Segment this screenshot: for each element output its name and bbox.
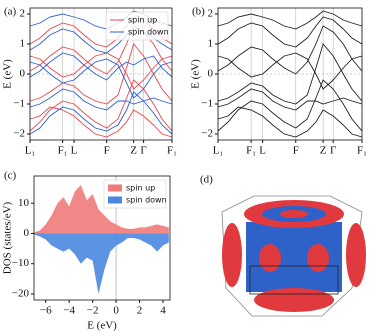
- band: [217, 52, 363, 90]
- y-tick-label: −2: [201, 128, 213, 140]
- legend-swatch: [108, 184, 122, 192]
- panel-label: (b): [192, 6, 205, 18]
- x-tick-label: F₁: [246, 145, 256, 157]
- legend-label: spin up: [126, 184, 155, 193]
- red-pocket: [307, 244, 329, 272]
- y-axis-label: E (eV): [190, 59, 202, 89]
- band: [217, 10, 363, 30]
- red-pocket: [259, 244, 281, 272]
- y-tick-label: 0: [20, 68, 26, 80]
- plot-frame: [33, 175, 171, 301]
- x-tick-label: Γ: [330, 145, 336, 157]
- zone-edge: [249, 265, 339, 295]
- y-axis-label: DOS (states/eV): [2, 201, 14, 274]
- x-tick-label: Z: [130, 145, 137, 157]
- x-tick-label: −4: [63, 305, 75, 317]
- band: [29, 52, 173, 81]
- x-tick-label: F₁: [58, 145, 68, 157]
- y-tick-label: −1: [201, 98, 213, 110]
- x-tick-label: −6: [40, 305, 52, 317]
- x-tick-label: 0: [113, 305, 119, 317]
- legend-box: [105, 11, 169, 41]
- x-tick-label: F: [293, 145, 299, 157]
- y-tick-label: 2: [20, 8, 26, 20]
- x-tick-label: F: [104, 145, 110, 157]
- panel-label: (d): [200, 174, 213, 186]
- x-tick-label: L: [71, 145, 78, 157]
- red-pocket: [346, 223, 366, 287]
- x-tick-label: 2: [137, 305, 143, 317]
- x-tick-label: Z: [320, 145, 327, 157]
- y-axis-label: E (eV): [2, 59, 14, 89]
- x-axis-label: E (eV): [87, 320, 117, 332]
- y-tick-label: −20: [12, 287, 30, 299]
- x-tick-label: 4: [160, 305, 166, 317]
- red-core: [280, 210, 308, 218]
- band: [29, 58, 173, 99]
- y-tick-label: 2: [208, 8, 214, 20]
- x-tick-label: −2: [87, 305, 99, 317]
- x-tick-label: F₁: [357, 145, 367, 157]
- legend-swatch: [108, 196, 122, 204]
- band: [217, 88, 363, 111]
- red-pocket: [222, 223, 242, 287]
- band: [29, 88, 173, 111]
- x-tick-label: L: [259, 145, 266, 157]
- band: [29, 106, 173, 138]
- y-tick-label: 10: [18, 197, 30, 209]
- band: [217, 106, 363, 138]
- dos-area: [34, 185, 169, 234]
- band: [29, 91, 173, 135]
- legend-label: spin down: [128, 28, 169, 37]
- x-tick-label: Γ: [140, 145, 146, 157]
- x-tick-label: L₁: [213, 145, 224, 157]
- band: [217, 79, 363, 132]
- y-tick-label: −2: [13, 128, 25, 140]
- y-tick-label: −1: [13, 98, 25, 110]
- legend-label: spin up: [128, 16, 157, 25]
- dos-area: [34, 233, 169, 294]
- x-tick-label: L₁: [25, 145, 36, 157]
- y-tick-label: −10: [12, 257, 30, 269]
- y-tick-label: 0: [208, 68, 214, 80]
- legend-label: spin down: [126, 196, 167, 205]
- band: [217, 43, 363, 105]
- x-tick-label: F₁: [167, 145, 177, 157]
- y-tick-label: 0: [24, 227, 30, 239]
- band: [29, 43, 173, 105]
- fermi-surface: (d): [200, 174, 366, 317]
- band: [217, 25, 363, 75]
- band: [29, 79, 173, 132]
- band: [217, 16, 363, 48]
- y-tick-label: 1: [208, 38, 214, 50]
- panel-label: (c): [4, 170, 17, 182]
- y-tick-label: 1: [20, 38, 26, 50]
- panel-label: (a): [4, 6, 17, 18]
- red-sheet: [254, 288, 334, 312]
